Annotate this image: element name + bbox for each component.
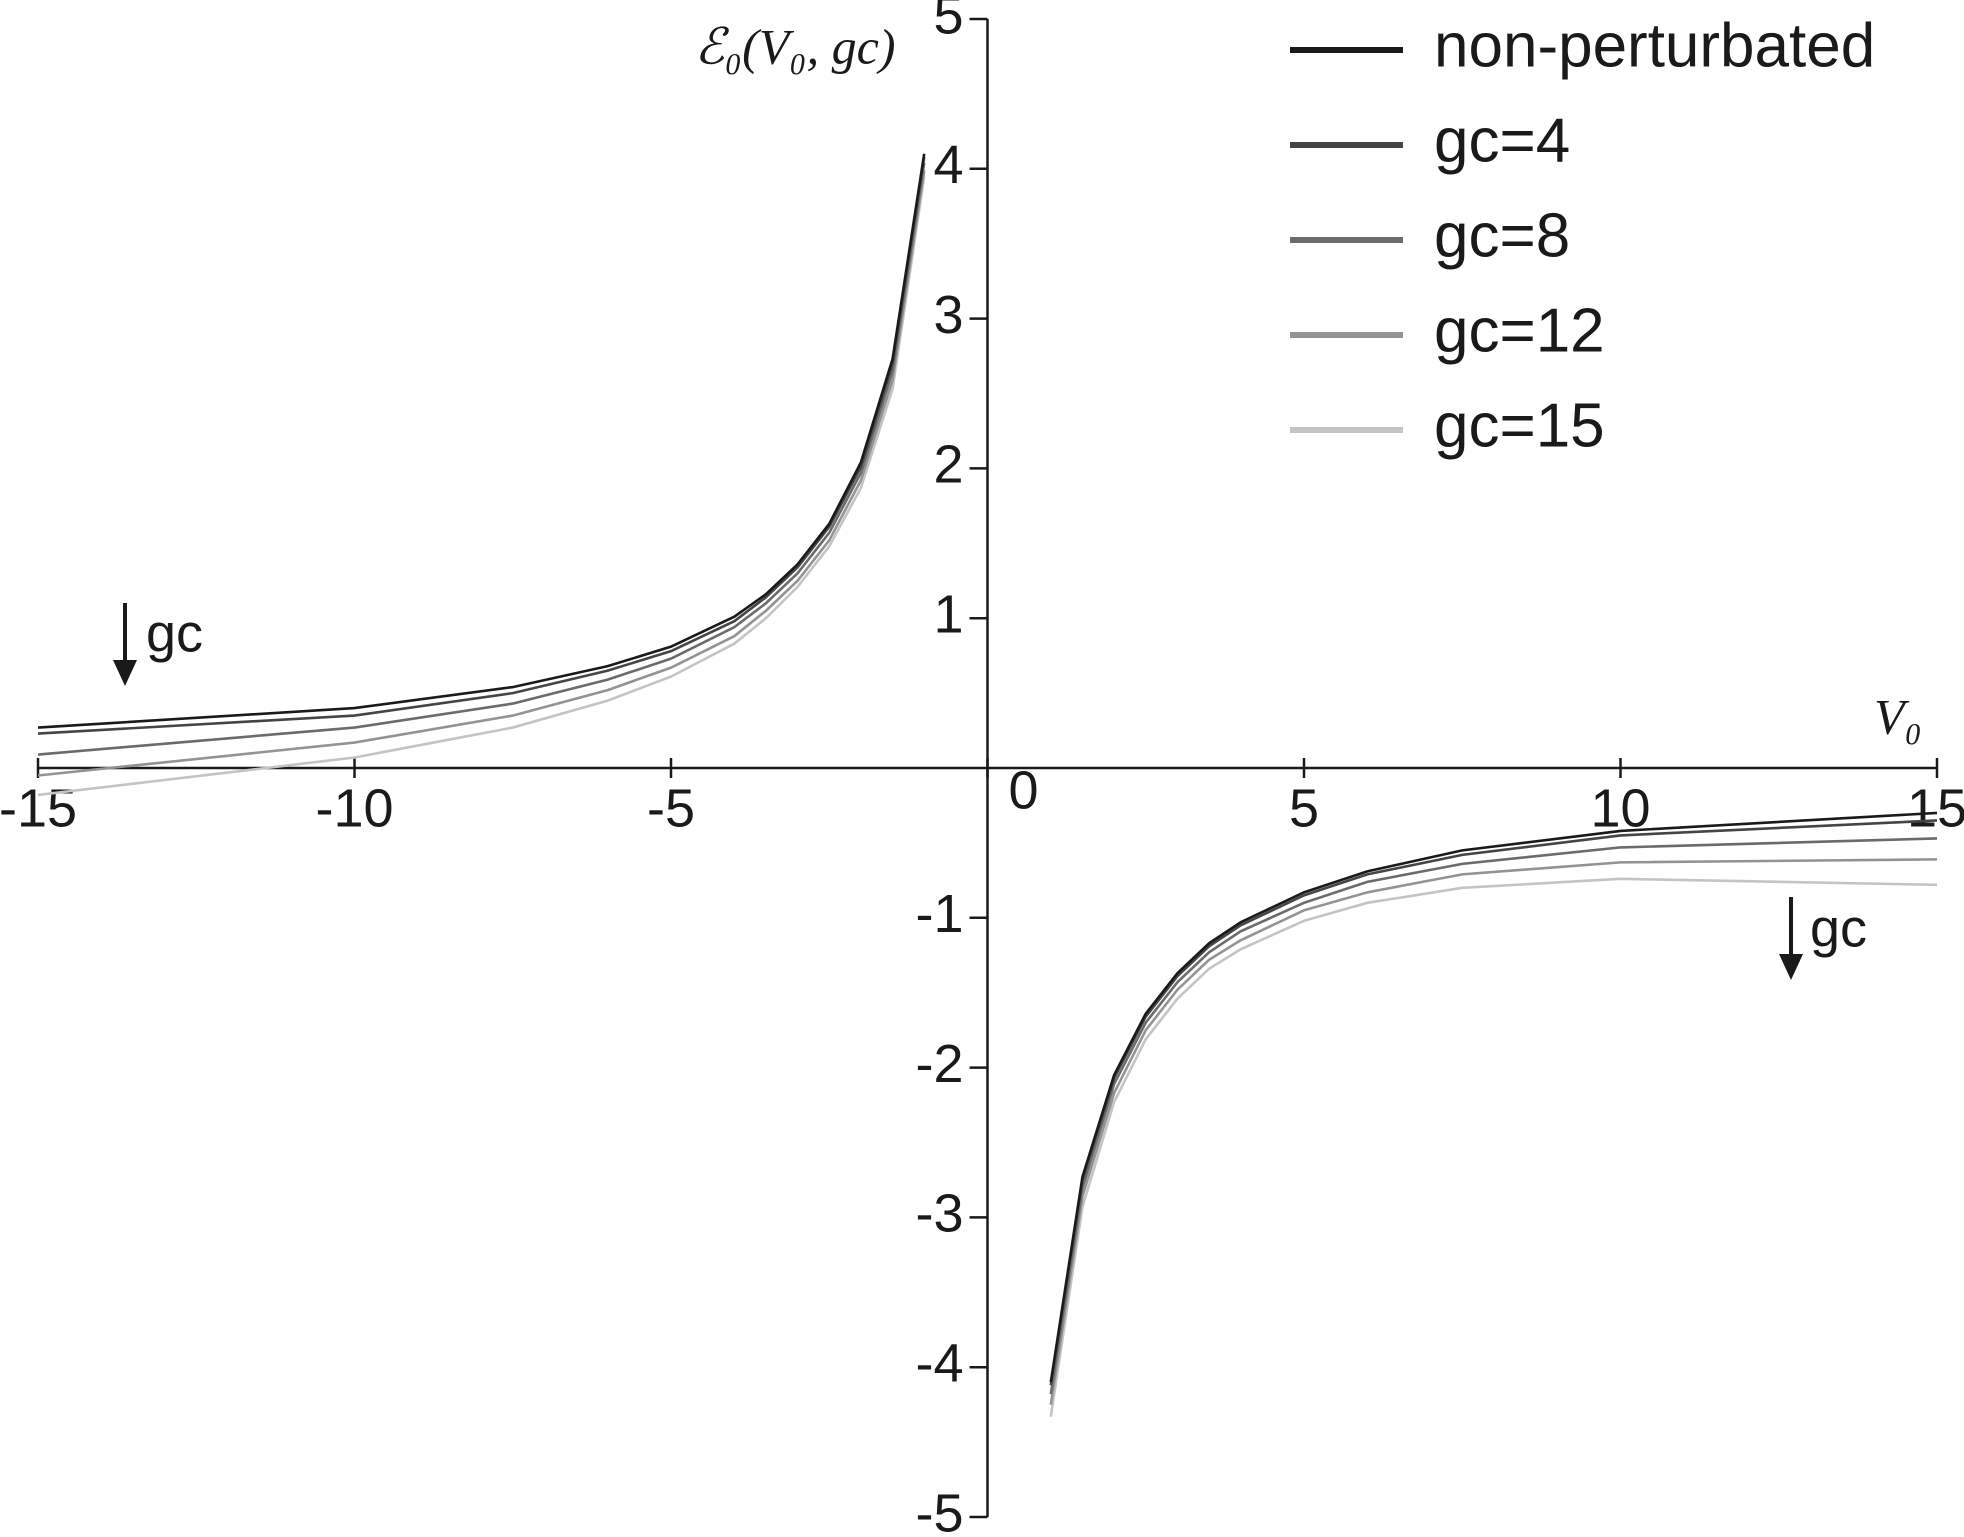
- series-line: [37, 170, 926, 777]
- legend-label: gc=15: [1434, 391, 1605, 460]
- y-tick-label: -2: [915, 1034, 963, 1094]
- series-line: [1049, 811, 1938, 1383]
- series-line: [1049, 819, 1938, 1386]
- x-axis-label: V₀: [1874, 688, 1922, 744]
- x-tick-label: 10: [1590, 778, 1650, 838]
- x-tick-label: 0: [1008, 760, 1038, 820]
- y-tick-label: -5: [915, 1483, 963, 1537]
- y-tick-label: 4: [933, 135, 963, 195]
- series-line: [37, 162, 926, 756]
- x-tick-label: -5: [647, 778, 695, 838]
- y-tick-label: 5: [933, 0, 963, 45]
- y-tick-label: -4: [915, 1333, 963, 1393]
- series-line: [1049, 877, 1938, 1417]
- y-tick-label: 1: [933, 584, 963, 644]
- x-tick-label: -10: [315, 778, 393, 838]
- annotation: gc: [1810, 898, 1867, 958]
- legend-label: non-perturbated: [1434, 11, 1875, 80]
- annotation: gc: [146, 603, 203, 663]
- series-line: [37, 176, 926, 797]
- annotation-arrowhead: [1779, 954, 1803, 980]
- series-line: [1049, 837, 1938, 1395]
- y-tick-label: 2: [933, 435, 963, 495]
- x-tick-label: -15: [0, 778, 77, 838]
- series-line: [1049, 858, 1938, 1405]
- y-tick-label: 3: [933, 285, 963, 345]
- x-tick-label: 15: [1907, 778, 1964, 838]
- legend-label: gc=12: [1434, 296, 1605, 365]
- series-line: [37, 153, 926, 729]
- annotation-arrowhead: [113, 660, 137, 686]
- y-tick-label: -1: [915, 884, 963, 944]
- legend-label: gc=8: [1434, 201, 1570, 270]
- series-line: [37, 156, 926, 735]
- x-tick-label: 5: [1289, 778, 1319, 838]
- y-axis-label: ℰ₀(V₀, gc): [694, 18, 895, 74]
- y-tick-label: -3: [915, 1184, 963, 1244]
- legend-label: gc=4: [1434, 106, 1570, 175]
